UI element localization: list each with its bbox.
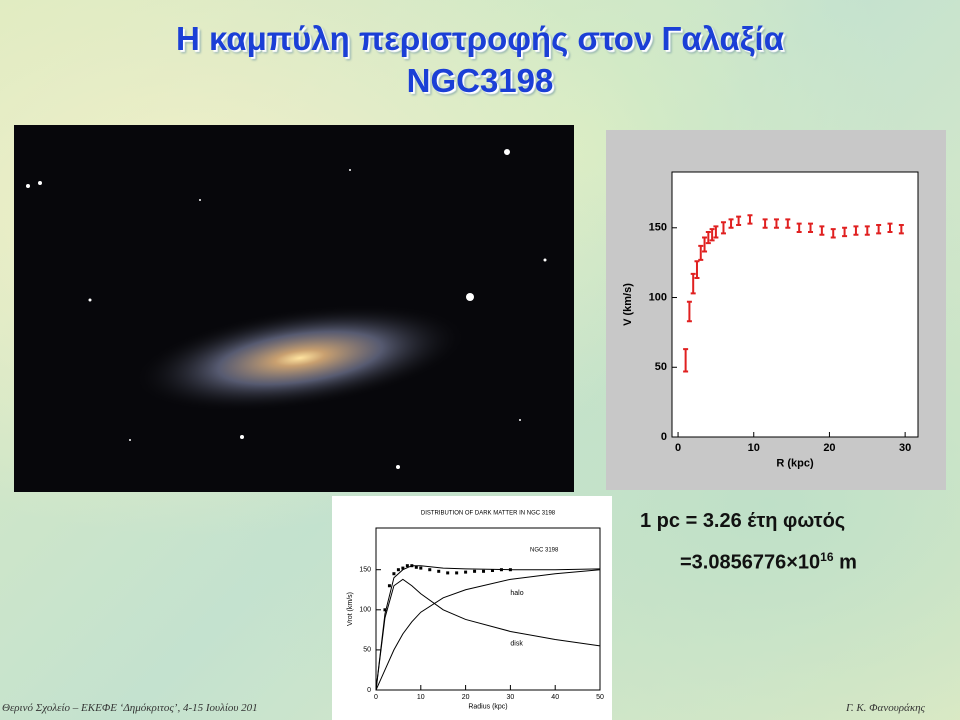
formula-unit: m bbox=[839, 551, 857, 574]
error-bar bbox=[747, 214, 753, 225]
data-point bbox=[490, 569, 494, 573]
error-bar bbox=[705, 230, 711, 245]
y-tick-label: 0 bbox=[661, 431, 667, 443]
curve bbox=[375, 565, 601, 691]
title-line: Η καμπύλη περιστροφής στον Γαλαξία bbox=[176, 20, 784, 57]
error-bar bbox=[808, 222, 814, 233]
error-bar bbox=[762, 218, 768, 229]
data-point bbox=[437, 569, 441, 573]
y-tick-label: 100 bbox=[649, 291, 667, 303]
plot-area bbox=[375, 527, 601, 691]
x-axis-label: R (kpc) bbox=[776, 457, 814, 469]
data-point bbox=[464, 570, 468, 574]
y-tick-label: 150 bbox=[359, 567, 371, 574]
curve bbox=[375, 569, 601, 691]
error-bar bbox=[887, 222, 893, 233]
data-point bbox=[401, 566, 405, 570]
data-point bbox=[414, 565, 418, 569]
error-bar bbox=[694, 260, 700, 279]
data-point bbox=[392, 572, 396, 576]
galaxy bbox=[136, 305, 464, 411]
formula-line: =3.0856776×1016 m bbox=[680, 550, 857, 575]
error-bar bbox=[819, 225, 825, 236]
chart-panel bbox=[332, 496, 612, 720]
y-tick-label: 100 bbox=[359, 607, 371, 614]
data-point bbox=[455, 571, 459, 575]
error-bar bbox=[830, 228, 836, 239]
curve bbox=[375, 578, 601, 691]
error-bar bbox=[728, 218, 734, 229]
formula-exponent: 16 bbox=[820, 550, 834, 564]
error-bar bbox=[683, 348, 689, 373]
title-line: NGC3198 bbox=[406, 62, 554, 99]
y-axis-label: V (km/s) bbox=[622, 283, 634, 326]
error-bar bbox=[690, 272, 696, 295]
error-bar bbox=[698, 244, 704, 261]
x-tick-label: 40 bbox=[551, 694, 559, 701]
curve-label: halo bbox=[510, 590, 523, 597]
error-bar bbox=[853, 225, 859, 236]
y-tick-label: 150 bbox=[649, 222, 667, 234]
annotation: NGC 3198 bbox=[530, 548, 559, 554]
x-tick-label: 30 bbox=[899, 442, 911, 454]
error-bar bbox=[686, 300, 692, 323]
data-point bbox=[446, 571, 450, 575]
data-point bbox=[419, 566, 423, 570]
error-bar bbox=[713, 225, 719, 239]
error-bar bbox=[773, 218, 779, 229]
x-tick-label: 10 bbox=[748, 442, 760, 454]
y-tick-label: 0 bbox=[367, 687, 371, 694]
error-bar bbox=[842, 226, 848, 238]
curve-label: disk bbox=[510, 640, 523, 647]
error-bar bbox=[785, 218, 791, 229]
error-bar bbox=[898, 224, 904, 235]
data-point bbox=[383, 608, 387, 612]
data-point bbox=[405, 564, 409, 568]
data-point bbox=[473, 569, 477, 573]
stars bbox=[26, 149, 547, 469]
chart-title: DISTRIBUTION OF DARK MATTER IN NGC 3198 bbox=[421, 511, 556, 517]
error-bar bbox=[876, 224, 882, 235]
footer-right: Γ. Κ. Φανουράκης bbox=[846, 702, 926, 714]
plot-area bbox=[671, 171, 919, 438]
footer-left: Θερινό Σχολείο – ΕΚΕΦΕ ‘Δημόκριτος’, 4-1… bbox=[2, 702, 258, 714]
x-tick-label: 0 bbox=[675, 442, 681, 454]
error-bar bbox=[736, 215, 742, 226]
x-tick-label: 20 bbox=[462, 694, 470, 701]
data-point bbox=[428, 568, 432, 572]
data-point bbox=[387, 584, 391, 588]
y-tick-label: 50 bbox=[363, 647, 371, 654]
data-point bbox=[396, 568, 400, 572]
formula-mantissa: =3.0856776×10 bbox=[680, 551, 821, 574]
x-axis-label: Radius (kpc) bbox=[468, 704, 507, 711]
y-tick-label: 50 bbox=[655, 361, 667, 373]
error-bar bbox=[864, 225, 870, 236]
data-point bbox=[482, 569, 486, 573]
error-bar bbox=[709, 228, 715, 242]
x-tick-label: 10 bbox=[417, 694, 425, 701]
error-bar bbox=[796, 222, 802, 233]
y-axis-label: Vrot (km/s) bbox=[347, 592, 354, 626]
formula-line: 1 pc = 3.26 έτη φωτός bbox=[640, 510, 846, 532]
error-bar bbox=[720, 221, 726, 235]
galaxy-photo bbox=[14, 125, 574, 492]
error-bar bbox=[702, 236, 708, 253]
x-tick-label: 0 bbox=[374, 694, 378, 701]
x-tick-label: 20 bbox=[823, 442, 835, 454]
x-tick-label: 30 bbox=[507, 694, 515, 701]
x-tick-label: 50 bbox=[596, 694, 604, 701]
